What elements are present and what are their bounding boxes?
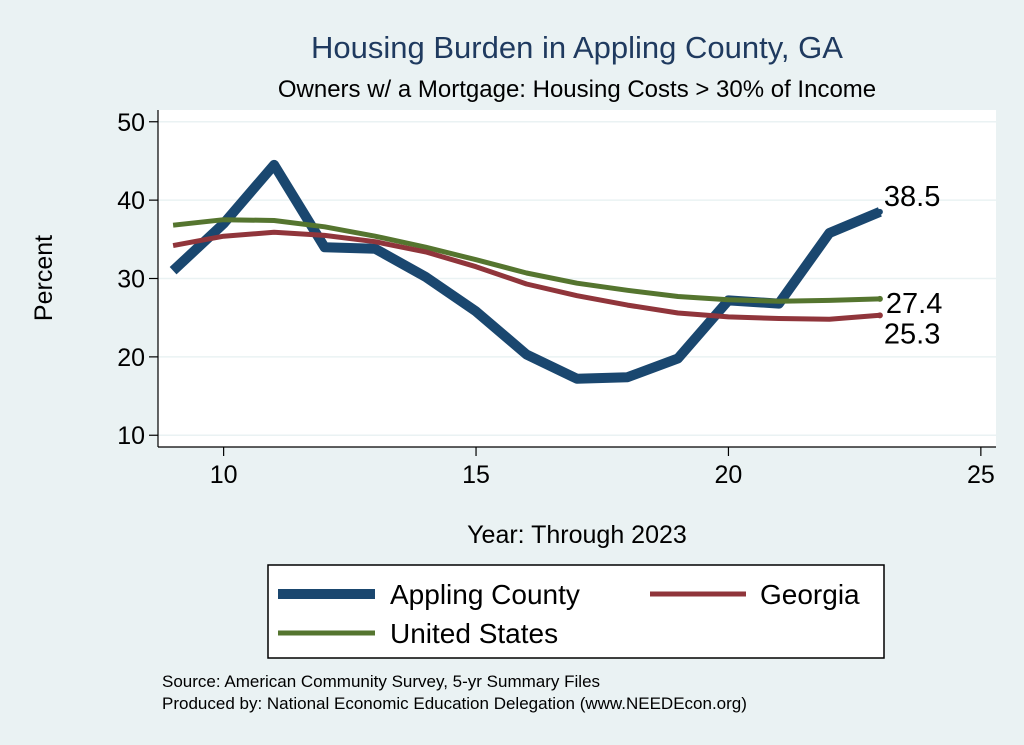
y-tick-label: 30	[117, 266, 145, 294]
chart-title: Housing Burden in Appling County, GA	[311, 30, 843, 65]
end-point-marker	[876, 312, 883, 319]
y-axis-title: Percent	[30, 235, 58, 321]
y-tick-label: 20	[117, 344, 145, 372]
end-label-georgia: 25.3	[884, 318, 940, 350]
x-axis-title: Year: Through 2023	[467, 521, 687, 549]
x-tick-label: 25	[967, 461, 995, 489]
legend-label: Appling County	[390, 579, 580, 610]
end-point-marker	[876, 295, 883, 302]
y-tick-label: 40	[117, 187, 145, 215]
x-tick-label: 10	[210, 461, 238, 489]
legend: Appling County Georgia United States	[267, 564, 885, 659]
chart-subtitle: Owners w/ a Mortgage: Housing Costs > 30…	[278, 76, 876, 103]
legend-label: United States	[390, 618, 558, 649]
legend-label: Georgia	[760, 579, 860, 610]
y-tick-label: 10	[117, 422, 145, 450]
end-label-united-states: 27.4	[886, 288, 942, 320]
produced-note: Produced by: National Economic Education…	[162, 694, 747, 713]
end-label-appling-county: 38.5	[884, 181, 940, 213]
end-point-marker	[876, 208, 883, 215]
legend-box	[267, 564, 885, 659]
x-tick-label: 15	[462, 461, 490, 489]
end-labels: 38.5 25.327.4	[884, 181, 942, 350]
y-tick-label: 50	[117, 109, 145, 137]
series-line-united-states	[172, 217, 880, 304]
axes: 10 20 30 40 50 10 15 20 25	[117, 109, 996, 489]
series-lines	[169, 159, 883, 384]
series-line-georgia	[172, 229, 881, 322]
source-note: Source: American Community Survey, 5-yr …	[162, 672, 600, 691]
x-tick-label: 20	[715, 461, 743, 489]
